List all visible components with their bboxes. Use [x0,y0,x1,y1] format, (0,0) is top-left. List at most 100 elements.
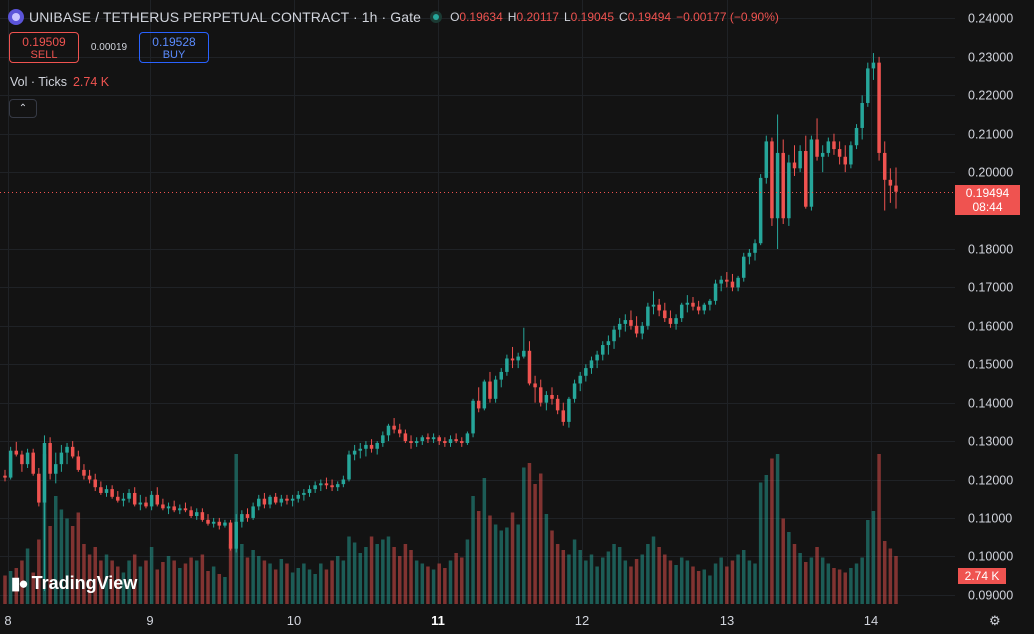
volume-bar [172,560,176,604]
market-status-icon[interactable] [430,11,443,23]
price-tick-label: 0.13000 [968,435,1013,449]
volume-bar [245,557,250,604]
volume-bar [612,544,616,604]
volume-bar [217,574,222,604]
candle-body [206,519,210,524]
symbol-title[interactable]: UNIBASE / TETHERUS PERPETUAL CONTRACT · … [29,9,422,25]
candle-body [324,483,329,486]
volume-bar [155,569,160,604]
candle-body [601,345,605,355]
volume-bar [87,554,92,604]
settings-gear-icon[interactable]: ⚙ [989,613,1001,628]
candle-body [826,141,831,153]
volume-bar [319,563,323,604]
sell-price: 0.19509 [22,35,66,49]
volume-bar [522,467,526,604]
candle-body [268,496,272,505]
candle-body [708,300,712,305]
volume-bar [324,569,329,604]
candle-body [262,498,267,505]
volume-bar [804,562,808,604]
candle-body [155,494,160,505]
volume-bar [781,518,785,604]
volume-bar [719,557,723,604]
price-axis: 0.24000 0.23000 0.22000 0.21000 0.20000 0.180… [968,12,1013,603]
volume-bar [482,478,487,604]
candle-body [882,152,887,180]
candle-body [792,162,797,169]
volume-bar [178,568,182,604]
time-tick-label: 9 [146,613,153,628]
volume-bar [770,458,774,604]
volume-bar [533,484,537,604]
volume-bar [572,539,577,604]
volume-bar [257,556,261,604]
volume-bar [888,548,893,604]
volume-bar [392,547,396,604]
candle-body [335,484,340,488]
candle-body [211,521,216,524]
volume-bar [601,557,605,604]
volume-bar [877,454,881,604]
volume-legend-value: 2.74 K [72,75,110,89]
collapse-legend-button[interactable]: ⌃ [9,99,37,118]
candle-body [121,498,126,501]
buy-button[interactable]: 0.19528 BUY [139,32,209,63]
time-axis: 8 9 10 11 12 13 14 [4,613,878,628]
candle-body [550,394,554,399]
sell-button[interactable]: 0.19509 SELL [9,32,79,63]
volume-bar [837,569,842,604]
volume-legend[interactable]: Vol · Ticks 2.74 K [10,75,109,89]
candle-body [510,358,515,361]
tradingview-logo[interactable]: ▮● TradingView [11,573,137,594]
candle-body [375,443,379,449]
candle-body [273,496,278,503]
trade-panel: 0.19509 SELL 0.00019 0.19528 BUY [9,32,209,63]
price-tick-label: 0.14000 [968,397,1013,411]
candle-body [843,156,847,165]
candle-body [820,152,825,157]
candle-body [149,494,154,507]
candle-body [741,256,746,278]
ohlc-close: C0.19494 [619,10,672,24]
volume-bars [3,454,898,604]
volume-bar [132,554,137,604]
candle-body [657,304,661,311]
volume-bar [262,560,267,604]
candle-body [775,152,780,219]
candle-body [290,498,295,501]
volume-bar [679,557,684,604]
volume-bar [894,556,898,604]
volume-bar [228,544,233,604]
candle-body [770,141,774,219]
price-tick-label: 0.23000 [968,51,1013,65]
candle-body [471,400,475,434]
volume-bar [516,524,520,604]
buy-label: BUY [162,49,186,61]
symbol-header[interactable]: UNIBASE / TETHERUS PERPETUAL CONTRACT · … [8,7,784,27]
candle-body [420,437,425,442]
candles [3,53,898,591]
candle-body [42,443,47,503]
candle-body [663,310,667,319]
volume-bar [409,550,413,604]
price-tick-label: 0.11000 [968,512,1012,526]
candle-body [877,62,881,153]
volume-legend-label: Vol · Ticks [10,75,67,89]
volume-bar [369,536,374,604]
candle-body [138,502,143,505]
candle-body [894,185,898,192]
candle-body [567,398,571,422]
candle-body [448,439,453,444]
candle-body [251,506,255,518]
candle-body [482,381,487,409]
volume-bar [510,512,515,604]
candle-body [443,441,447,444]
volume-bar [25,548,30,604]
candle-body [849,145,853,165]
candle-body [488,381,492,399]
candle-body [409,441,413,444]
volume-bar [499,530,504,604]
candle-body [431,437,436,440]
